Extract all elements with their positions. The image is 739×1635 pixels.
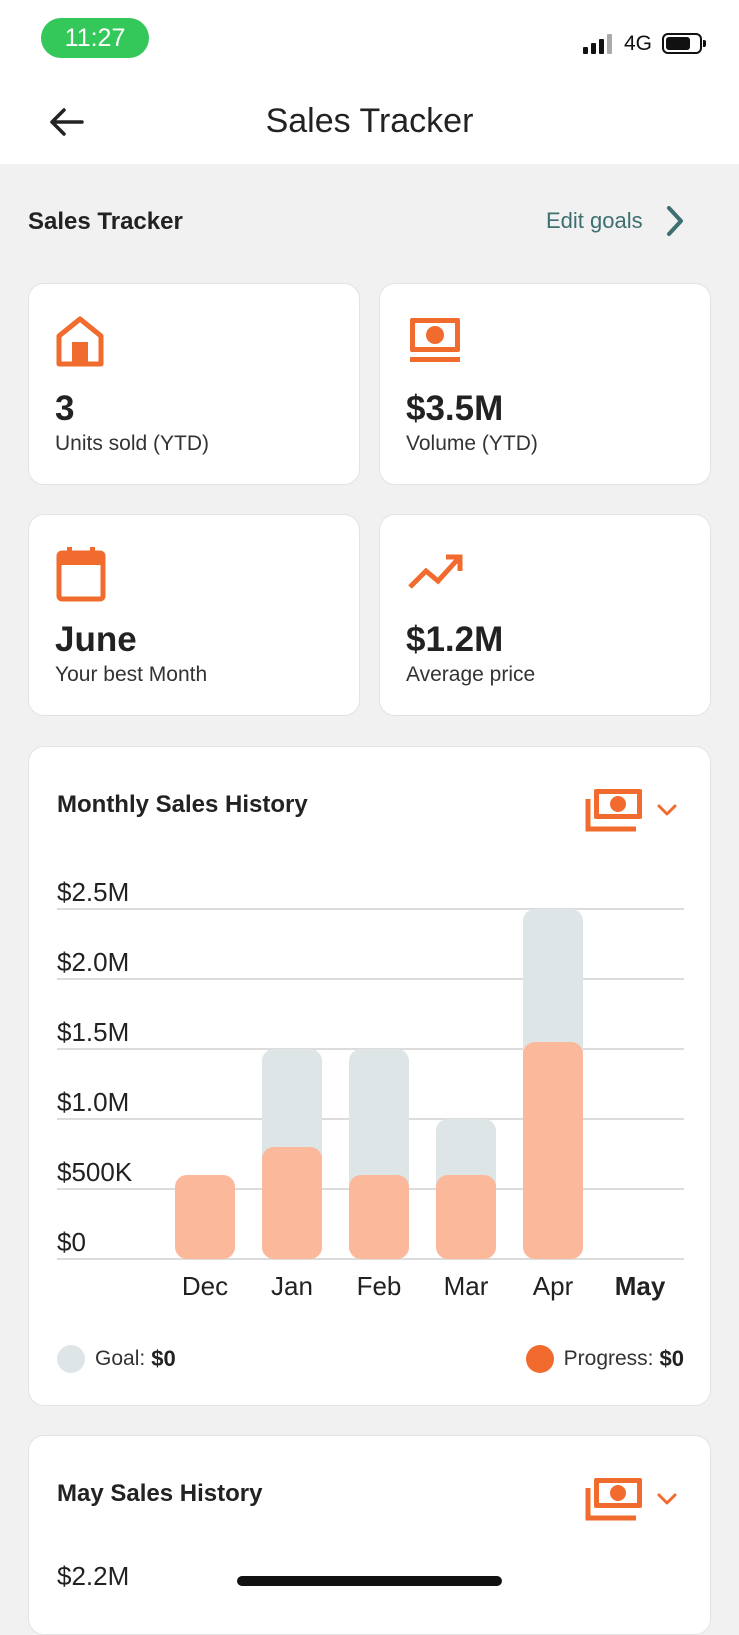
network-type: 4G: [624, 32, 653, 55]
stat-value: $3.5M: [406, 389, 504, 428]
stat-label: Average price: [406, 663, 536, 686]
metric-dropdown[interactable]: [584, 1476, 678, 1522]
y-axis-tick-label: $2.5M: [57, 877, 129, 907]
monthly-sales-card: Monthly Sales History $0 $500K $1.0M $1.5M $…: [28, 746, 711, 1406]
battery-icon: [662, 33, 706, 54]
stat-value: 3: [55, 389, 75, 428]
legend-goal-dot: [57, 1345, 85, 1373]
progress-bar: [523, 1042, 583, 1259]
stat-card-average-price: $1.2M Average price: [379, 514, 711, 716]
status-time: 11:27: [41, 18, 149, 58]
nav-bar: Sales Tracker: [0, 80, 739, 164]
home-indicator: [237, 1576, 502, 1586]
legend-goal-label: Goal:: [95, 1347, 146, 1370]
legend-progress-value: $0: [659, 1346, 684, 1371]
may-sales-card: May Sales History $2.2M: [28, 1435, 711, 1635]
legend-progress-dot: [525, 1345, 554, 1373]
page-title: Sales Tracker: [265, 102, 474, 140]
stat-card-units: 3 Units sold (YTD): [28, 283, 360, 485]
chevron-down-icon: [657, 1493, 677, 1505]
status-bar: 11:27 4G: [0, 0, 739, 80]
legend-goal-value: $0: [151, 1346, 176, 1371]
bar-chart: $0 $500K $1.0M $1.5M $2.0M $2.5M Dec Jan Feb Mar A…: [57, 877, 684, 1301]
legend-progress-label: Progress:: [563, 1347, 654, 1370]
card-title: May Sales History: [57, 1480, 263, 1507]
chevron-down-icon: [657, 804, 677, 816]
chart-legend: Goal: $0 Progress: $0: [57, 1345, 684, 1381]
y-axis-tick: $2.2M: [57, 1561, 130, 1591]
section-title: Sales Tracker: [28, 208, 183, 235]
y-axis-tick-label: $2.0M: [57, 947, 129, 977]
stat-card-best-month: June Your best Month: [28, 514, 360, 716]
y-axis-tick-label: $0: [57, 1227, 86, 1257]
stat-value: $1.2M: [406, 620, 504, 659]
progress-bar: [349, 1175, 409, 1259]
y-axis-tick-label: $500K: [57, 1157, 133, 1187]
legend-progress: Progress: $0: [525, 1345, 684, 1373]
chart-title: Monthly Sales History: [57, 791, 308, 818]
chevron-right-icon: [666, 206, 683, 236]
progress-bar: [262, 1147, 322, 1259]
metric-dropdown[interactable]: [584, 787, 678, 833]
progress-bar: [175, 1175, 235, 1259]
stat-card-volume: $3.5M Volume (YTD): [379, 283, 711, 485]
edit-goals-link[interactable]: Edit goals: [546, 204, 685, 238]
trend-icon: [408, 554, 463, 589]
x-axis-tick-label: Feb: [357, 1271, 402, 1301]
x-axis-tick-label: Dec: [182, 1271, 228, 1301]
house-icon: [56, 316, 104, 367]
y-axis-tick-label: $1.5M: [57, 1017, 129, 1047]
stat-label: Your best Month: [55, 663, 208, 686]
x-axis-tick-label: Mar: [444, 1271, 489, 1301]
stat-value: June: [55, 620, 137, 659]
x-axis-tick-label: Jan: [271, 1271, 313, 1301]
y-axis-tick-label: $1.0M: [57, 1087, 129, 1117]
money-icon: [410, 318, 460, 362]
money-stack-icon: [585, 789, 642, 832]
legend-goal: Goal: $0: [57, 1345, 176, 1373]
progress-bar: [436, 1175, 496, 1259]
back-arrow-icon[interactable]: [46, 102, 86, 142]
x-axis-tick-label: May: [615, 1271, 666, 1301]
calendar-icon: [56, 547, 106, 602]
signal-icon: [583, 34, 612, 54]
stat-label: Volume (YTD): [406, 432, 538, 455]
money-stack-icon: [585, 1478, 642, 1521]
stat-label: Units sold (YTD): [55, 432, 210, 455]
edit-goals-label: Edit goals: [546, 208, 643, 233]
x-axis-tick-label: Apr: [533, 1271, 574, 1301]
